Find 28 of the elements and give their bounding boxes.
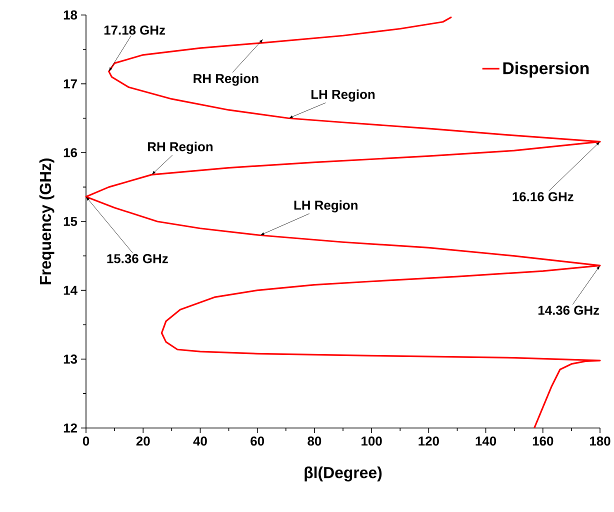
y-tick-label: 14 [64, 286, 78, 295]
x-tick-label: 60 [250, 436, 264, 446]
annotation: LH Region [311, 89, 375, 102]
y-tick-label: 16 [64, 148, 78, 158]
x-tick-label: 140 [476, 436, 496, 446]
annotation: 17.18 GHz [104, 26, 166, 35]
y-tick-label: 18 [64, 10, 78, 20]
annotation: LH Region [294, 200, 358, 212]
annotation: 15.36 GHz [107, 254, 168, 264]
annotation: RH Region [148, 142, 213, 154]
x-tick-label: 100 [362, 436, 382, 446]
annotation: 16.16 GHz [512, 192, 574, 202]
x-axis-title: βl(Degree) [304, 466, 382, 482]
y-tick-label: 15 [64, 216, 78, 226]
legend-label: Dispersion [503, 62, 589, 78]
x-tick-label: 40 [193, 436, 207, 446]
annotation: 14.36 GHz [538, 306, 600, 315]
y-axis-title: Frequency (GHz) [39, 158, 54, 284]
x-tick-label: 80 [308, 436, 322, 446]
annotation: RH Region [194, 74, 258, 86]
x-tick-label: 120 [418, 436, 439, 446]
y-tick-label: 17 [64, 79, 77, 88]
x-tick-label: 180 [590, 436, 610, 446]
x-tick-label: 160 [532, 436, 554, 446]
x-tick-label: 0 [82, 436, 90, 446]
y-tick-label: 13 [64, 354, 78, 364]
x-tick-label: 20 [136, 436, 150, 446]
y-tick-label: 12 [64, 423, 77, 433]
